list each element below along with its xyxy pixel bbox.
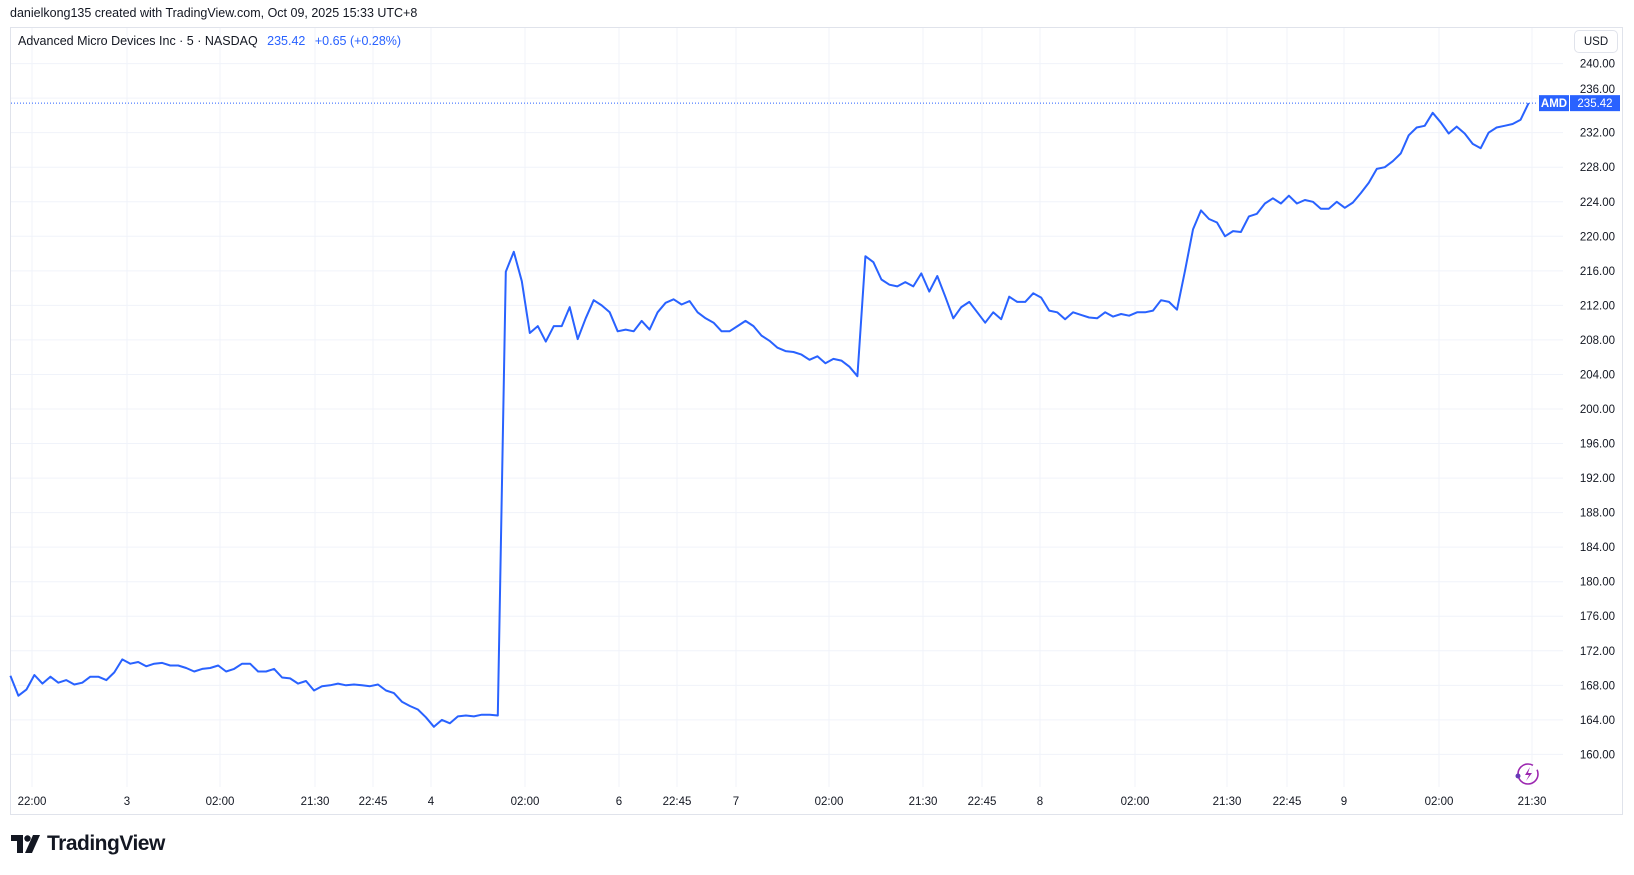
price-tick-label: 176.00	[1580, 611, 1615, 623]
tradingview-logo-icon	[11, 835, 40, 853]
price-tick-label: 164.00	[1580, 715, 1615, 727]
time-tick-label: 02:00	[1121, 796, 1150, 808]
last-price-tag: 235.42	[1577, 98, 1612, 110]
time-tick-label: 3	[124, 796, 130, 808]
price-tick-label: 228.00	[1580, 162, 1615, 174]
time-tick-label: 9	[1341, 796, 1347, 808]
price-tick-label: 232.00	[1580, 128, 1615, 140]
time-tick-label: 21:30	[301, 796, 330, 808]
time-tick-label: 22:45	[1273, 796, 1302, 808]
chart-credit: danielkong135 created with TradingView.c…	[10, 6, 418, 20]
currency-button[interactable]: USD	[1574, 30, 1618, 53]
grid	[11, 28, 1563, 787]
price-tick-label: 204.00	[1580, 369, 1615, 381]
time-tick-label: 02:00	[206, 796, 235, 808]
symbol-description: Advanced Micro Devices Inc · 5 · NASDAQ	[18, 34, 258, 48]
price-change: +0.65 (+0.28%)	[314, 34, 402, 48]
time-tick-label: 02:00	[1425, 796, 1454, 808]
lightning-alert-icon[interactable]	[1515, 763, 1539, 785]
price-tick-label: 224.00	[1580, 197, 1615, 209]
price-tick-label: 172.00	[1580, 646, 1615, 658]
time-tick-label: 21:30	[1213, 796, 1242, 808]
price-tick-label: 200.00	[1580, 404, 1615, 416]
price-tick-label: 180.00	[1580, 577, 1615, 589]
time-tick-label: 21:30	[1518, 796, 1547, 808]
logo-text: TradingView	[47, 832, 165, 855]
time-tick-label: 02:00	[511, 796, 540, 808]
price-line	[9, 102, 1530, 728]
last-price: 235.42	[267, 34, 306, 48]
price-tick-label: 168.00	[1580, 680, 1615, 692]
time-axis: 22:00 3 02:00 21:30 22:45 4 02:00 6 22:45 7 02:00 2…	[18, 796, 1547, 808]
symbol-tag-bg	[1539, 95, 1569, 112]
price-tick-label: 192.00	[1580, 473, 1615, 485]
time-tick-label: 7	[733, 796, 739, 808]
price-tick-label: 240.00	[1580, 59, 1615, 71]
symbol-tag: AMD	[1541, 98, 1567, 110]
last-price-label: AMD 235.42	[1539, 95, 1620, 112]
tradingview-logo[interactable]: TradingView	[11, 832, 165, 856]
time-tick-label: 8	[1037, 796, 1043, 808]
price-tick-label: 208.00	[1580, 335, 1615, 347]
price-tick-label: 188.00	[1580, 508, 1615, 520]
price-tick-label: 184.00	[1580, 542, 1615, 554]
time-tick-label: 22:45	[663, 796, 692, 808]
price-tick-label: 236.00	[1580, 84, 1615, 96]
time-tick-label: 6	[616, 796, 622, 808]
time-tick-label: 22:00	[18, 796, 47, 808]
time-tick-label: 21:30	[909, 796, 938, 808]
time-tick-label: 22:45	[359, 796, 388, 808]
price-tick-label: 196.00	[1580, 439, 1615, 451]
time-tick-label: 22:45	[968, 796, 997, 808]
price-tick-label: 160.00	[1580, 749, 1615, 761]
last-price-tag-bg	[1570, 95, 1620, 112]
time-tick-label: 02:00	[815, 796, 844, 808]
chart-frame	[10, 27, 1623, 815]
price-tick-label: 220.00	[1580, 231, 1615, 243]
price-axis: 240.00 236.00 232.00 228.00 224.00 220.00 216.…	[1580, 59, 1615, 762]
price-tick-label: 216.00	[1580, 266, 1615, 278]
price-tick-label: 212.00	[1580, 300, 1615, 312]
time-tick-label: 4	[428, 796, 435, 808]
symbol-legend: Advanced Micro Devices Inc · 5 · NASDAQ …	[18, 34, 401, 48]
